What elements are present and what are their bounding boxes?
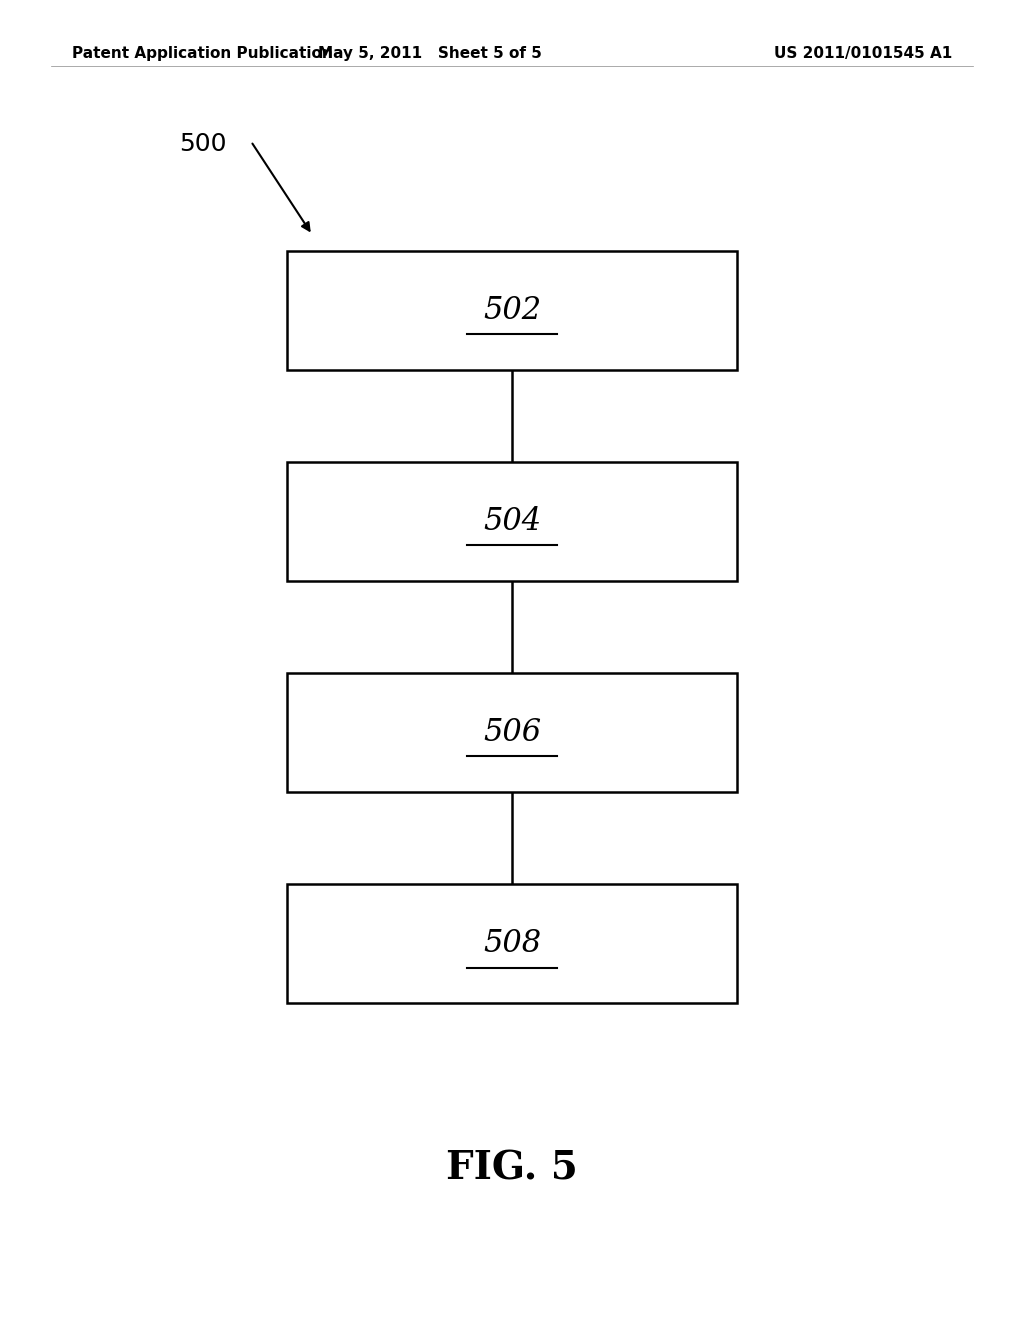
- Text: 504: 504: [483, 506, 541, 537]
- Text: Patent Application Publication: Patent Application Publication: [72, 46, 333, 61]
- Bar: [287, 884, 737, 1003]
- Text: 506: 506: [483, 717, 541, 748]
- Text: 500: 500: [179, 132, 226, 156]
- Text: May 5, 2011   Sheet 5 of 5: May 5, 2011 Sheet 5 of 5: [318, 46, 542, 61]
- Text: US 2011/0101545 A1: US 2011/0101545 A1: [774, 46, 952, 61]
- Bar: [287, 462, 737, 581]
- Bar: [287, 251, 737, 370]
- Text: 502: 502: [483, 294, 541, 326]
- Bar: [287, 673, 737, 792]
- Text: FIG. 5: FIG. 5: [446, 1150, 578, 1187]
- Text: 508: 508: [483, 928, 541, 960]
